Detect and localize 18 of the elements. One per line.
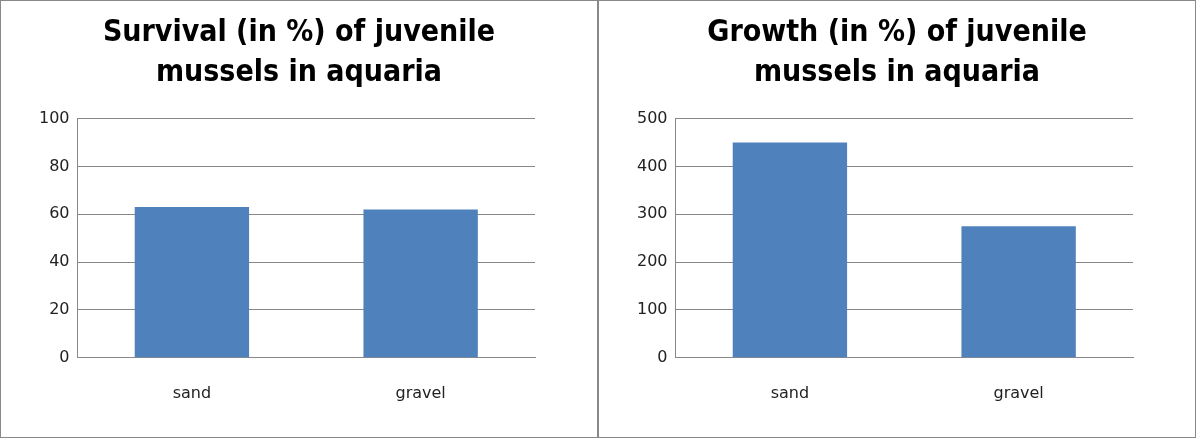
x-tick-label: gravel xyxy=(993,382,1044,402)
chart-title: Survival (in %) of juvenile mussels in aquaria xyxy=(101,12,497,90)
y-tick-label: 300 xyxy=(636,203,668,223)
chart-title: Growth (in %) of juvenile mussels in aquaria xyxy=(706,12,1088,90)
x-tick-label: sand xyxy=(172,382,212,402)
y-tick-label: 200 xyxy=(636,251,668,271)
x-tick-label: gravel xyxy=(395,382,446,402)
y-tick-label: 0 xyxy=(657,346,668,366)
y-tick-label: 400 xyxy=(636,155,668,175)
y-tick-label: 80 xyxy=(49,155,70,175)
y-tick-label: 0 xyxy=(59,346,70,366)
y-tick-label: 500 xyxy=(636,107,668,127)
y-tick-label: 100 xyxy=(636,299,668,319)
y-tick-label: 40 xyxy=(49,251,70,271)
y-tick-label: 20 xyxy=(49,299,70,319)
x-tick-label: sand xyxy=(770,382,810,402)
y-tick-label: 60 xyxy=(49,203,70,223)
y-tick-label: 100 xyxy=(38,107,70,127)
